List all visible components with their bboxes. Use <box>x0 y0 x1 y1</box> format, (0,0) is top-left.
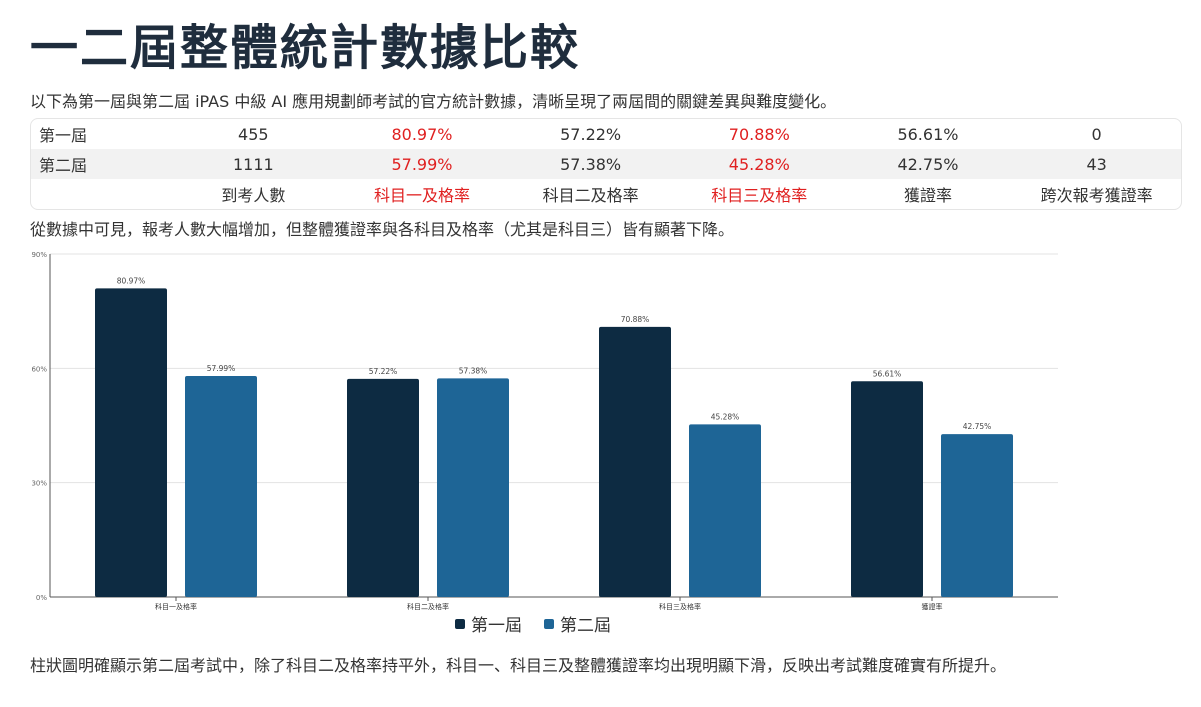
stats-table: 第一屆 455 80.97% 57.22% 70.88% 56.61% 0 第二… <box>30 118 1182 210</box>
bar-chart: 0% 30% 60% 90% 科目一及格率 80.97% 57.99% 科目二及格率 57.22… <box>31 251 1058 610</box>
bar <box>941 434 1013 597</box>
data-label: 57.99% <box>207 364 236 373</box>
chart-legend: 第一屆 第二屆 <box>455 611 633 636</box>
y-tick-label: 30% <box>31 480 47 488</box>
legend-label: 第一屆 <box>471 616 522 636</box>
data-label: 57.22% <box>369 367 398 376</box>
bar <box>347 378 419 597</box>
table-cell: 56.61% <box>897 124 959 144</box>
note-text: 從數據中可見，報考人數大幅增加，但整體獲證率與各科目及格率（尤其是科目三）皆有顯… <box>30 220 735 239</box>
table-cell: 455 <box>238 124 269 144</box>
table-cell: 42.75% <box>843 149 1013 179</box>
data-label: 56.61% <box>873 369 902 378</box>
table-cell: 45.28% <box>674 149 844 179</box>
bar <box>95 288 167 597</box>
legend-label: 第二屆 <box>560 616 611 636</box>
table-cell: 57.99% <box>337 149 507 179</box>
table-row: 第二屆 1111 57.99% 57.38% 45.28% 42.75% 43 <box>31 149 1181 179</box>
data-label: 57.38% <box>459 366 488 375</box>
page-title: 一二屆整體統計數據比較 <box>30 20 581 76</box>
footer-text: 柱狀圖明確顯示第二屆考試中，除了科目二及格率持平外，科目一、科目三及整體獲證率均… <box>30 656 1007 675</box>
legend-item: 第一屆 <box>455 611 522 636</box>
column-header: 科目二及格率 <box>542 186 639 205</box>
table-cell: 57.22% <box>560 124 622 144</box>
column-header: 跨次報考獲證率 <box>1040 186 1153 205</box>
table-cell: 1111 <box>169 149 338 179</box>
bar <box>689 424 761 597</box>
empty-cell <box>31 179 169 209</box>
table-cell: 43 <box>1012 149 1181 179</box>
table-row: 第一屆 455 80.97% 57.22% 70.88% 56.61% 0 <box>31 119 1181 149</box>
table-header-row: 到考人數 科目一及格率 科目二及格率 科目三及格率 獲證率 跨次報考獲證率 <box>31 179 1181 209</box>
bar <box>185 375 257 597</box>
column-header: 到考人數 <box>221 186 286 205</box>
y-tick-label: 0% <box>36 594 47 602</box>
bar <box>599 326 671 597</box>
table-cell: 70.88% <box>728 124 790 144</box>
intro-text: 以下為第一屆與第二屆 iPAS 中級 AI 應用規劃師考試的官方統計數據，清晰呈… <box>30 92 837 111</box>
data-label: 70.88% <box>621 315 650 324</box>
y-tick-label: 90% <box>31 251 47 259</box>
bar <box>851 381 923 597</box>
legend-swatch <box>455 618 465 629</box>
row-label: 第一屆 <box>39 126 88 145</box>
table-cell: 57.38% <box>506 149 675 179</box>
legend-item: 第二屆 <box>544 611 611 636</box>
data-label: 80.97% <box>117 276 146 285</box>
column-header: 科目一及格率 <box>373 186 470 205</box>
x-tick-label: 獲證率 <box>922 602 943 610</box>
table-cell: 80.97% <box>391 124 453 144</box>
column-header: 獲證率 <box>903 186 952 205</box>
row-label: 第二屆 <box>31 149 169 179</box>
table-cell: 0 <box>1091 124 1102 144</box>
legend-swatch <box>544 618 554 629</box>
x-tick-label: 科目一及格率 <box>155 602 197 610</box>
data-label: 45.28% <box>711 412 740 421</box>
data-label: 42.75% <box>963 422 992 431</box>
x-tick-label: 科目二及格率 <box>407 602 449 610</box>
y-tick-label: 60% <box>31 365 47 373</box>
bar <box>437 378 509 597</box>
column-header: 科目三及格率 <box>711 186 808 205</box>
x-tick-label: 科目三及格率 <box>659 602 701 610</box>
